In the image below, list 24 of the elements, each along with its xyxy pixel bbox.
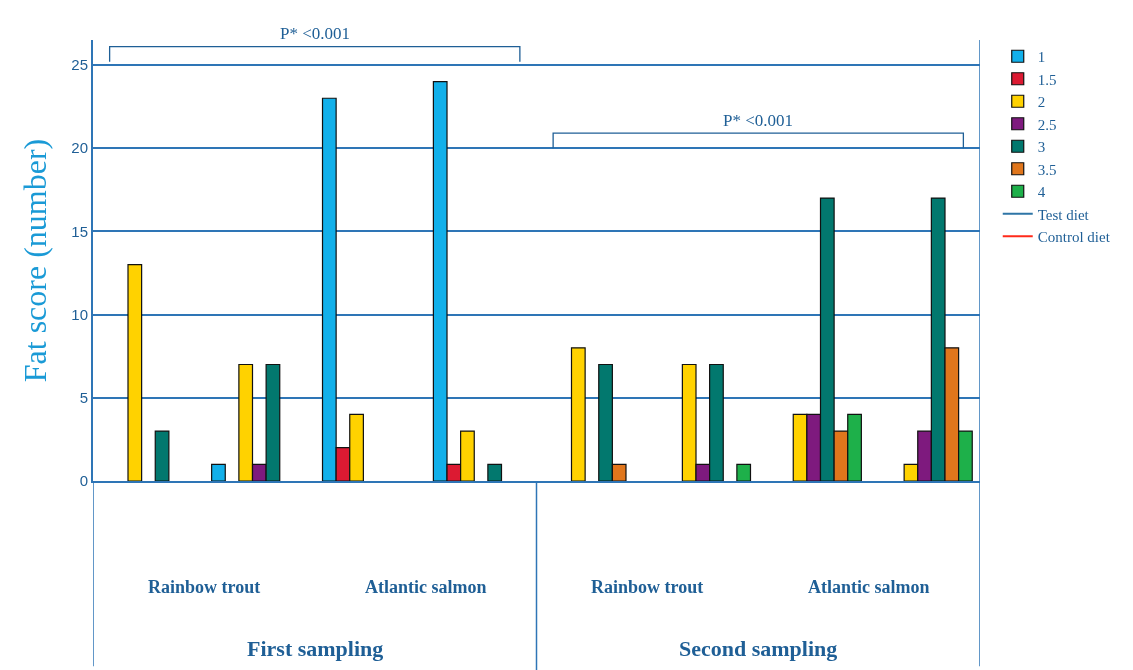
legend-label: 4	[1037, 184, 1046, 201]
text: Rainbow trout	[148, 577, 261, 597]
y-tick-label: 20	[71, 139, 88, 157]
text: Atlantic salmon	[808, 577, 930, 597]
legend-label: 1.5	[1037, 71, 1057, 88]
y-tick-label: 5	[79, 389, 88, 407]
text: First sampling	[247, 636, 384, 661]
y-tick-label: 25	[71, 56, 88, 74]
annotation: P* <0.001	[280, 24, 351, 43]
legend-label: 3.5	[1037, 161, 1057, 178]
annotation: P* <0.001	[723, 111, 794, 130]
y-tick-label: 0	[79, 472, 88, 490]
legend-label: 2	[1037, 94, 1046, 111]
text: Rainbow trout	[591, 577, 704, 597]
y-axis-title: Fat score (number)	[17, 138, 54, 383]
y-tick-label: 10	[71, 305, 88, 323]
text: Second sampling	[679, 636, 838, 661]
legend-label: Control diet	[1037, 229, 1111, 246]
y-tick-label: 15	[71, 222, 88, 240]
legend-label: 1	[1037, 49, 1046, 66]
text: Atlantic salmon	[365, 577, 487, 597]
legend-label: Test diet	[1037, 206, 1090, 223]
legend-label: 3	[1037, 139, 1046, 156]
legend-label: 2.5	[1037, 116, 1057, 133]
